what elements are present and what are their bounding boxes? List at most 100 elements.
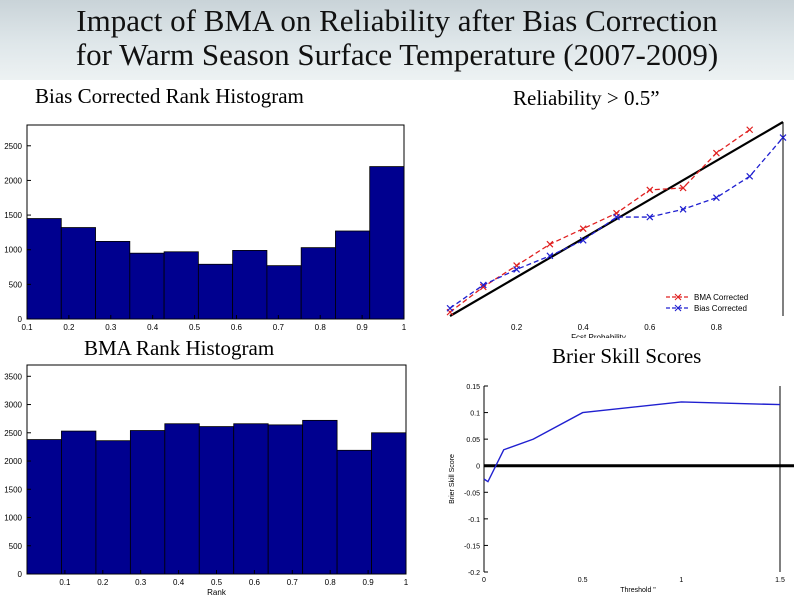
x-axis-label: Rank — [207, 588, 227, 595]
x-tick-label: 0.6 — [644, 323, 656, 332]
bma-histogram-chart: 0 500 1000 1500 2000 2500 3000 3500 0.1 0.2 0.3 0.4… — [4, 364, 409, 595]
histogram-bar — [95, 440, 131, 575]
y-tick-label: 0.15 — [466, 384, 480, 391]
histogram-bar — [164, 423, 200, 575]
x-tick-label: 0.8 — [315, 323, 327, 332]
x-tick-label: 0.1 — [21, 323, 33, 332]
x-tick-label: 1 — [679, 577, 683, 584]
y-tick-label: -0.2 — [468, 570, 480, 577]
y-tick-label: 3000 — [4, 401, 22, 410]
y-tick-label: 1500 — [4, 485, 22, 494]
legend-label: BMA Corrected — [694, 293, 748, 302]
bias-corrected-marker — [746, 172, 754, 180]
histogram-bar — [336, 449, 372, 575]
bias-corrected-marker — [712, 194, 720, 202]
histogram-bar — [300, 247, 336, 320]
y-tick-label: 2500 — [4, 142, 22, 151]
x-tick-label: 0.8 — [711, 323, 723, 332]
y-tick-label: 0 — [476, 464, 480, 471]
histogram-bar — [26, 218, 62, 320]
bma-corrected-line — [449, 129, 751, 313]
x-tick-label: 0.4 — [147, 323, 159, 332]
y-tick-label: 1000 — [4, 246, 22, 255]
histogram-bar — [302, 419, 338, 575]
reliability-chart: 0.2 0.4 0.6 0.8 Fcst Probability BMA Correcte… — [446, 121, 787, 338]
histogram-bar — [95, 240, 131, 320]
x-tick-label: 0.5 — [578, 577, 588, 584]
bma-corrected-marker — [479, 283, 487, 291]
bma-histogram-title: BMA Rank Histogram — [84, 336, 275, 360]
y-tick-label: 500 — [9, 280, 23, 289]
perfect-reliability-line — [449, 121, 784, 317]
x-tick-label: 0.5 — [211, 578, 223, 587]
histogram-bar — [197, 263, 234, 320]
brier-chart: -0.2 -0.15 -0.1 -0.05 0 0.05 0.1 0.15 0 0.5 1 1.5 Th… — [449, 384, 794, 594]
y-tick-label: 3500 — [4, 372, 22, 381]
histogram-bar — [267, 424, 304, 575]
title-banner: Impact of BMA on Reliability after Bias … — [0, 0, 794, 80]
bias-corrected-marker — [446, 304, 454, 312]
title-line-2: for Warm Season Surface Temperature (200… — [75, 37, 719, 72]
bma-corrected-marker — [679, 184, 687, 192]
bias-corrected-marker — [579, 236, 587, 244]
histogram-bar — [232, 250, 268, 320]
bias-histogram-title: Bias Corrected Rank Histogram — [35, 84, 304, 108]
legend-marker — [674, 293, 682, 301]
x-axis-label: Fcst Probability — [571, 333, 626, 338]
y-tick-label: 1000 — [4, 514, 22, 523]
y-tick-label: 0.05 — [466, 437, 480, 444]
x-tick-label: 0.3 — [105, 323, 117, 332]
reliability-title: Reliability > 0.5” — [513, 86, 660, 110]
x-tick-label: 0.6 — [231, 323, 243, 332]
x-tick-label: 0.2 — [63, 323, 75, 332]
bias-corrected-marker — [513, 266, 521, 273]
bias-corrected-line — [449, 137, 784, 309]
histogram-bar — [371, 432, 407, 575]
histogram-bar — [26, 439, 62, 575]
bma-corrected-marker — [746, 126, 754, 134]
histogram-bar — [198, 426, 235, 575]
bias-corrected-marker — [646, 213, 654, 221]
x-tick-label: 0.9 — [357, 323, 369, 332]
bma-corrected-marker — [646, 186, 654, 194]
bma-corrected-marker — [712, 149, 720, 157]
histogram-bar — [266, 265, 302, 320]
x-tick-label: 0.3 — [135, 578, 147, 587]
brier-title: Brier Skill Scores — [552, 344, 702, 368]
x-tick-label: 0.4 — [578, 323, 590, 332]
brier-skill-line — [483, 401, 781, 483]
y-tick-label: 2000 — [4, 457, 22, 466]
bma-corrected-marker — [546, 240, 554, 248]
x-tick-label: 0.8 — [325, 578, 337, 587]
bias-corrected-marker — [779, 134, 787, 141]
histogram-bar — [335, 230, 371, 320]
histogram-bar — [129, 252, 165, 320]
y-tick-label: -0.1 — [468, 517, 480, 524]
x-tick-label: 0.4 — [173, 578, 185, 587]
x-tick-label: 0.7 — [273, 323, 285, 332]
x-tick-label: 0.2 — [97, 578, 109, 587]
x-tick-label: 0.2 — [511, 323, 523, 332]
y-tick-label: 0.1 — [470, 411, 480, 418]
x-tick-label: 1.5 — [775, 577, 785, 584]
x-tick-label: 0.5 — [189, 323, 201, 332]
bma-corrected-marker — [579, 225, 587, 233]
bias-corrected-marker — [613, 213, 620, 221]
histogram-bar — [163, 251, 199, 320]
x-tick-label: 0.7 — [287, 578, 299, 587]
legend-label: Bias Corrected — [694, 304, 747, 313]
y-tick-label: 2000 — [4, 176, 22, 185]
y-tick-label: 0 — [18, 315, 23, 324]
y-tick-label: -0.05 — [464, 490, 480, 497]
histogram-bar — [369, 166, 405, 320]
x-tick-label: 1 — [402, 323, 407, 332]
y-axis-label: Brier Skill Score — [449, 454, 456, 504]
y-tick-label: 500 — [9, 542, 23, 551]
histogram-bar — [233, 423, 269, 575]
x-tick-label: 0 — [482, 577, 486, 584]
bias-corrected-marker — [546, 252, 554, 260]
title-line-1: Impact of BMA on Reliability after Bias … — [76, 3, 718, 38]
x-tick-label: 0.9 — [363, 578, 375, 587]
bias-corrected-marker — [479, 281, 487, 289]
histogram-bar — [129, 430, 166, 575]
